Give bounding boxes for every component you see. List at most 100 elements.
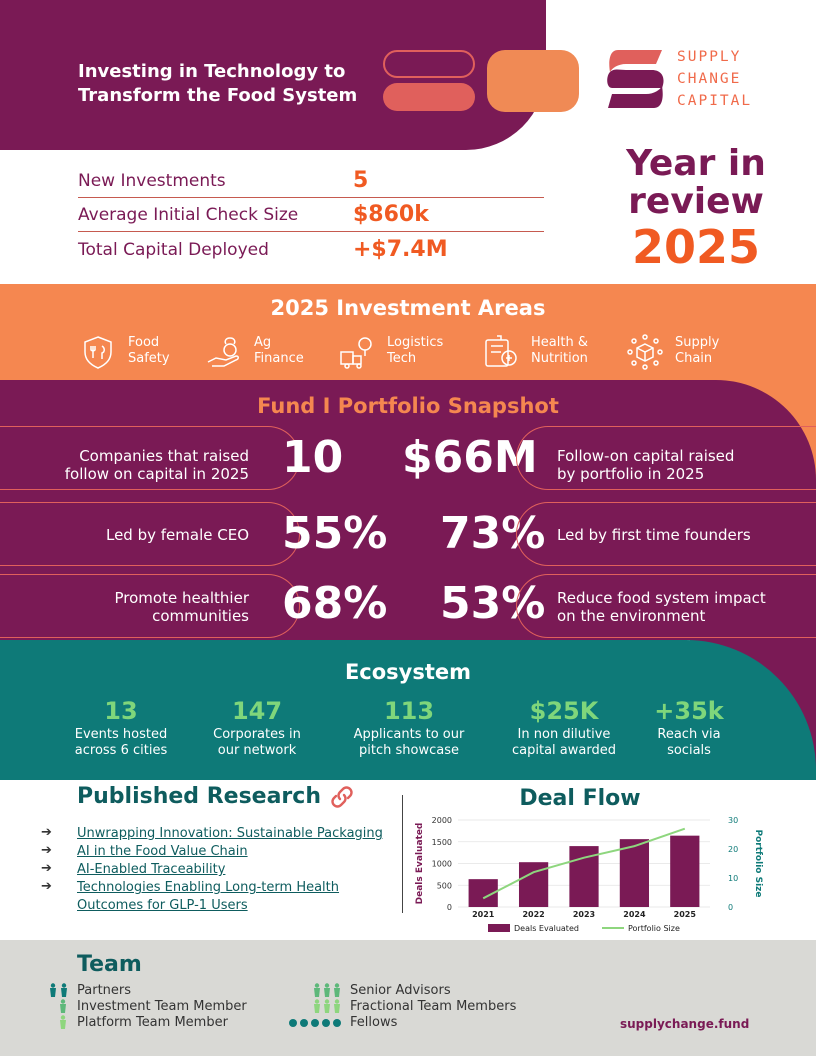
- area-label-line: Safety: [128, 351, 170, 366]
- y-tick-label: 0: [447, 903, 452, 912]
- portfolio-value: 10: [282, 432, 344, 483]
- portfolio-label: Follow-on capital raised by portfolio in…: [557, 447, 816, 483]
- stat-label: Total Capital Deployed: [78, 240, 269, 260]
- portfolio-band: [0, 380, 816, 640]
- team-band: [0, 940, 816, 1056]
- stat-row-capital-deployed: Total Capital Deployed +$7.4M: [78, 232, 544, 266]
- arrow-icon: ➔: [41, 843, 52, 858]
- decorative-pill-filled: [383, 83, 475, 111]
- team-label-fellows: Fellows: [350, 1015, 398, 1030]
- bar-deals-evaluated: [670, 835, 700, 907]
- logo-line-2: CHANGE: [677, 71, 742, 87]
- y-tick-label: 500: [437, 881, 452, 890]
- ecosystem-label: Reach via socials: [624, 727, 754, 759]
- portfolio-stat-companies-raised: Companies that raised follow on capital …: [0, 426, 300, 490]
- area-label-line: Finance: [254, 351, 304, 366]
- ag-finance-icon: [207, 337, 239, 367]
- bar-deals-evaluated: [619, 839, 650, 907]
- area-label: Logistics Tech: [387, 335, 487, 367]
- team-label-partners: Partners: [77, 983, 132, 998]
- ecosystem-label: Events hosted across 6 cities: [56, 727, 186, 759]
- arrow-icon: ➔: [41, 879, 52, 894]
- portfolio-label-line: Reduce food system impact: [557, 589, 766, 607]
- stat-value: $860k: [353, 202, 429, 227]
- stat-value: +$7.4M: [353, 237, 448, 262]
- portfolio-value: 68%: [282, 578, 388, 629]
- research-link-sustainable-packaging[interactable]: Unwrapping Innovation: Sustainable Packa…: [77, 826, 383, 841]
- ecosystem-label-line: Applicants to our: [353, 727, 465, 742]
- research-link-glp1[interactable]: Technologies Enabling Long-term Health O…: [77, 879, 339, 915]
- ecosystem-label-line: socials: [667, 743, 711, 758]
- ecosystem-label-line: Corporates in: [213, 727, 301, 742]
- food-safety-icon: [84, 336, 112, 369]
- portfolio-label-line: follow on capital in 2025: [64, 465, 249, 483]
- fellows-icon: [289, 1019, 341, 1027]
- year-review-line-2: review: [628, 181, 764, 222]
- portfolio-title: Fund I Portfolio Snapshot: [257, 394, 559, 418]
- portfolio-label: Led by first time founders: [557, 526, 751, 544]
- year-number: 2025: [631, 220, 761, 274]
- ecosystem-label-line: In non dilutive: [517, 727, 611, 742]
- portfolio-label-line: Companies that raised: [79, 447, 249, 465]
- portfolio-label-line: by portfolio in 2025: [557, 465, 705, 483]
- ecosystem-value: $25K: [529, 697, 599, 725]
- arrow-icon: ➔: [41, 861, 52, 876]
- ecosystem-label: In non dilutive capital awarded: [499, 727, 629, 759]
- portfolio-label: Companies that raised follow on capital …: [9, 447, 249, 483]
- partners-icon: [50, 983, 67, 997]
- ecosystem-stat-applicants: 113 Applicants to our pitch showcase: [344, 697, 474, 759]
- ecosystem-label-line: our network: [217, 743, 297, 758]
- y-tick-label: 1500: [432, 838, 452, 847]
- research-link-line[interactable]: Outcomes for GLP-1 Users: [77, 898, 248, 913]
- x-tick-label: 2021: [472, 910, 495, 919]
- ecosystem-value: 147: [231, 697, 283, 725]
- area-label-line: Health &: [531, 335, 588, 350]
- research-link-ai-food-value-chain[interactable]: AI in the Food Value Chain: [77, 844, 248, 859]
- deal-flow-title: Deal Flow: [519, 786, 641, 811]
- research-link-ai-traceability[interactable]: AI-Enabled Traceability: [77, 862, 226, 877]
- portfolio-stat-first-time-founders: Led by first time founders: [516, 502, 816, 566]
- logo-wordmark: SUPPLY CHANGE CAPITAL: [677, 46, 752, 112]
- ecosystem-label-line: Events hosted: [74, 727, 168, 742]
- investment-areas-band: [0, 284, 816, 382]
- ecosystem-stat-capital-awarded: $25K In non dilutive capital awarded: [499, 697, 629, 759]
- ecosystem-stat-social-reach: +35k Reach via socials: [624, 697, 754, 759]
- area-label-line: Nutrition: [531, 351, 588, 366]
- website-link[interactable]: supplychange.fund: [620, 1017, 750, 1031]
- x-tick-label: 2024: [623, 910, 646, 919]
- investment-areas-title: 2025 Investment Areas: [270, 296, 546, 320]
- header-panel: [0, 0, 546, 150]
- area-label-line: Tech: [387, 351, 417, 366]
- legend-label-deals: Deals Evaluated: [514, 924, 579, 933]
- ecosystem-stat-corporates: 147 Corporates in our network: [192, 697, 322, 759]
- area-label-line: Food: [128, 335, 160, 350]
- area-label-line: Supply: [675, 335, 720, 350]
- portfolio-stat-healthier-communities: Promote healthier communities: [0, 574, 300, 638]
- area-label-line: Logistics: [387, 335, 444, 350]
- investment-team-icon: [60, 999, 66, 1013]
- ecosystem-band: [0, 640, 816, 780]
- year-review-line-1: Year in: [626, 143, 766, 184]
- y2-axis-label: Portfolio Size: [753, 829, 763, 897]
- team-label-investment: Investment Team Member: [77, 999, 247, 1014]
- ecosystem-label-line: across 6 cities: [74, 743, 168, 758]
- ecosystem-label-line: capital awarded: [512, 743, 616, 758]
- research-link-line[interactable]: Technologies Enabling Long-term Health: [77, 880, 340, 895]
- portfolio-stat-environment-impact: Reduce food system impact on the environ…: [516, 574, 816, 638]
- deal-flow-chart: 0 500 1000 1500 2000 0 10 20 30 Deals Evaluated Po…: [415, 816, 763, 933]
- y-tick-label: 1000: [432, 860, 452, 869]
- stat-row-new-investments: New Investments 5: [78, 164, 544, 198]
- y2-tick-label: 0: [728, 903, 733, 912]
- portfolio-value: $66M: [402, 432, 538, 483]
- ecosystem-value: +35k: [654, 697, 724, 725]
- legend-swatch-deals: [488, 924, 510, 932]
- area-label-line: Chain: [675, 351, 713, 366]
- header-title: Investing in Technology to Transform the…: [78, 61, 358, 106]
- portfolio-label-line: Promote healthier: [114, 589, 249, 607]
- y2-tick-label: 20: [728, 845, 738, 854]
- supply-change-logo-icon: [607, 50, 664, 108]
- team-label-platform: Platform Team Member: [77, 1015, 228, 1030]
- stat-label: Average Initial Check Size: [78, 205, 299, 225]
- x-tick-label: 2025: [674, 910, 697, 919]
- decorative-block: [487, 50, 579, 112]
